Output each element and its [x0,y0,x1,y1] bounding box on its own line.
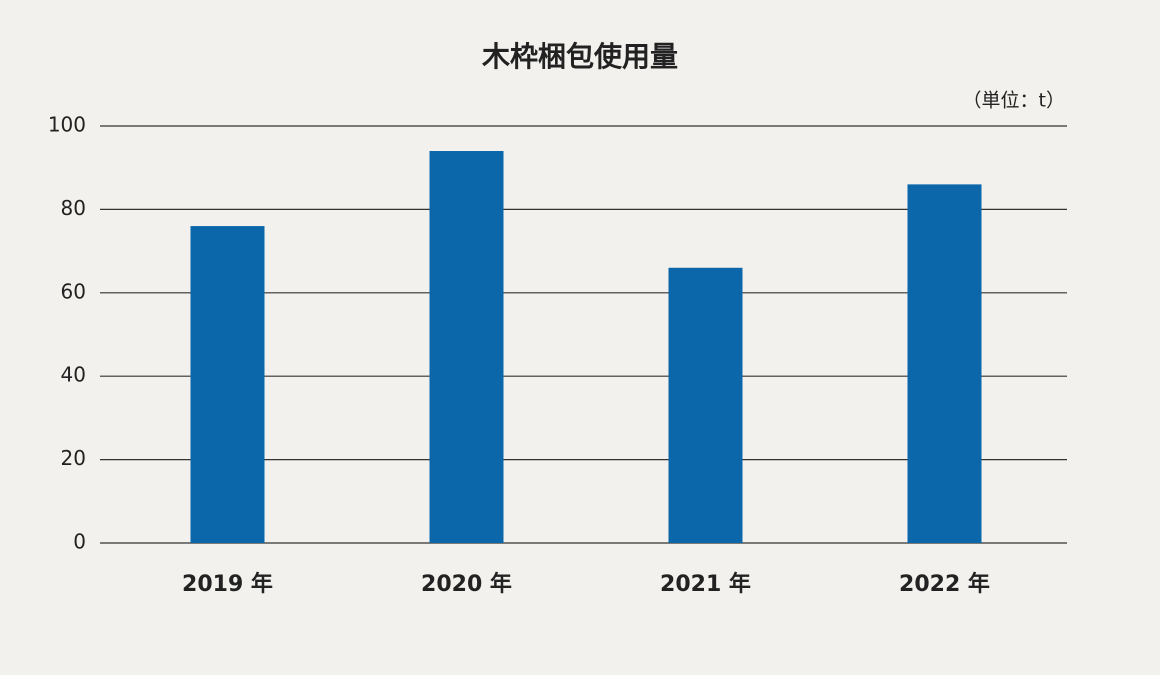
y-tick-label: 100 [48,113,86,137]
bar [429,151,504,543]
y-tick-label: 60 [61,279,86,303]
y-tick-label: 80 [61,196,86,220]
bar [668,267,743,543]
bar [907,184,982,543]
x-tick-label: 2021 年 [660,571,751,597]
unit-label: （単位：t） [963,90,1065,112]
x-tick-label: 2020 年 [421,571,512,597]
y-tick-label: 20 [61,446,86,470]
bar [190,226,265,543]
y-tick-label: 40 [61,363,86,387]
x-tick-label: 2022 年 [899,571,990,597]
y-tick-label: 0 [73,530,86,554]
chart-title: 木枠梱包使用量 [481,40,678,73]
x-tick-label: 2019 年 [182,571,273,597]
